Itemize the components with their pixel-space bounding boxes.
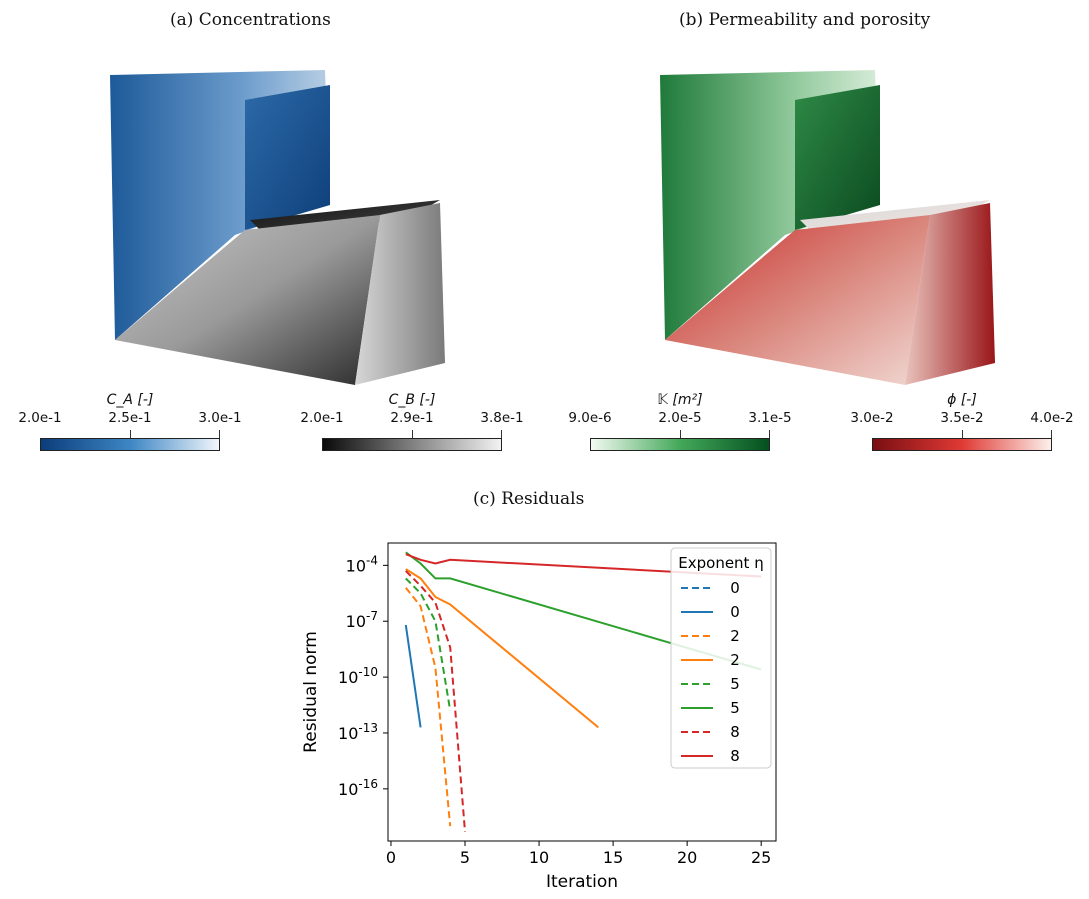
colorbar-cb: C_B [-] 2.0e-1 2.9e-1 3.8e-1 <box>300 392 524 472</box>
colorbar-permeability-tick: 9.0e-6 <box>568 410 612 426</box>
colorbar-ca-label: C_A [-] <box>106 392 154 408</box>
caption-residuals: (c) Residuals <box>473 489 585 509</box>
colorbar-cb-gradient <box>322 438 502 451</box>
legend-entry-label: 0 <box>730 603 740 621</box>
colorbar-ca-gradient <box>40 438 220 451</box>
colorbar-ca-tick: 2.5e-1 <box>108 410 152 426</box>
colorbar-porosity-gradient <box>872 438 1052 451</box>
colorbar-ca: C_A [-] 2.0e-1 2.5e-1 3.0e-1 <box>18 392 242 472</box>
colorbar-permeability-gradient <box>590 438 770 451</box>
caption-concentrations: (a) Concentrations <box>170 10 331 30</box>
colorbar-cb-tick: 3.8e-1 <box>480 410 524 426</box>
colorbar-ca-tick: 3.0e-1 <box>198 410 242 426</box>
y-tick-label: 10-10 <box>338 665 378 687</box>
permeability-porosity-cube-render <box>660 70 995 385</box>
colorbar-cb-tick: 2.0e-1 <box>300 410 344 426</box>
legend-entry-label: 2 <box>730 651 740 669</box>
series-line-6 <box>405 570 466 832</box>
series-line-1 <box>404 624 422 728</box>
concentration-cube-render <box>110 70 445 385</box>
x-tick-label: 0 <box>386 848 396 867</box>
legend-entry-label: 8 <box>730 747 740 765</box>
colorbar-permeability: 𝕂 [m²] 9.0e-6 2.0e-5 3.1e-5 <box>568 392 792 472</box>
colorbar-porosity: ϕ [-] 3.0e-2 3.5e-2 4.0e-2 <box>850 392 1074 472</box>
x-tick-label: 25 <box>751 848 771 867</box>
legend-entry-label: 5 <box>730 699 740 717</box>
legend-entry-label: 8 <box>730 723 740 741</box>
y-axis-label: Residual norm <box>301 631 321 753</box>
colorbar-permeability-tick: 3.1e-5 <box>748 410 792 426</box>
x-tick-label: 5 <box>460 848 470 867</box>
legend-entry-label: 0 <box>730 579 740 597</box>
colorbar-cb-tick: 2.9e-1 <box>390 410 434 426</box>
y-tick-label: 10-16 <box>338 777 378 799</box>
x-tick-label: 20 <box>677 848 697 867</box>
colorbar-porosity-tick: 3.5e-2 <box>940 410 984 426</box>
series-line-3 <box>405 568 599 729</box>
y-tick-label: 10-7 <box>346 609 378 631</box>
colorbar-porosity-tick: 4.0e-2 <box>1030 410 1074 426</box>
residuals-chart: 0 5 10 15 20 2510-410-710-1010-1310-16Iterati… <box>301 542 777 892</box>
colorbar-ca-tick: 2.0e-1 <box>18 410 62 426</box>
colorbar-cb-label: C_B [-] <box>388 392 436 408</box>
y-tick-label: 10-4 <box>346 553 378 575</box>
colorbar-porosity-tick: 3.0e-2 <box>850 410 894 426</box>
series-line-7 <box>405 553 762 578</box>
x-tick-label: 10 <box>529 848 549 867</box>
y-tick-label: 10-13 <box>338 721 378 743</box>
series-line-4 <box>405 577 452 711</box>
x-tick-label: 15 <box>603 848 623 867</box>
colorbar-permeability-label: 𝕂 [m²] <box>657 392 703 408</box>
x-axis-label: Iteration <box>546 872 618 892</box>
legend-entry-label: 2 <box>730 627 740 645</box>
series-line-5 <box>405 551 762 671</box>
legend-title: Exponent η <box>678 554 763 572</box>
caption-permeability-porosity: (b) Permeability and porosity <box>679 10 931 30</box>
legend-box <box>670 547 772 769</box>
series-line-2 <box>405 587 452 827</box>
plot-frame <box>387 542 777 842</box>
legend-entry-label: 5 <box>730 675 740 693</box>
colorbar-porosity-label: ϕ [-] <box>947 392 977 408</box>
colorbar-permeability-tick: 2.0e-5 <box>658 410 702 426</box>
